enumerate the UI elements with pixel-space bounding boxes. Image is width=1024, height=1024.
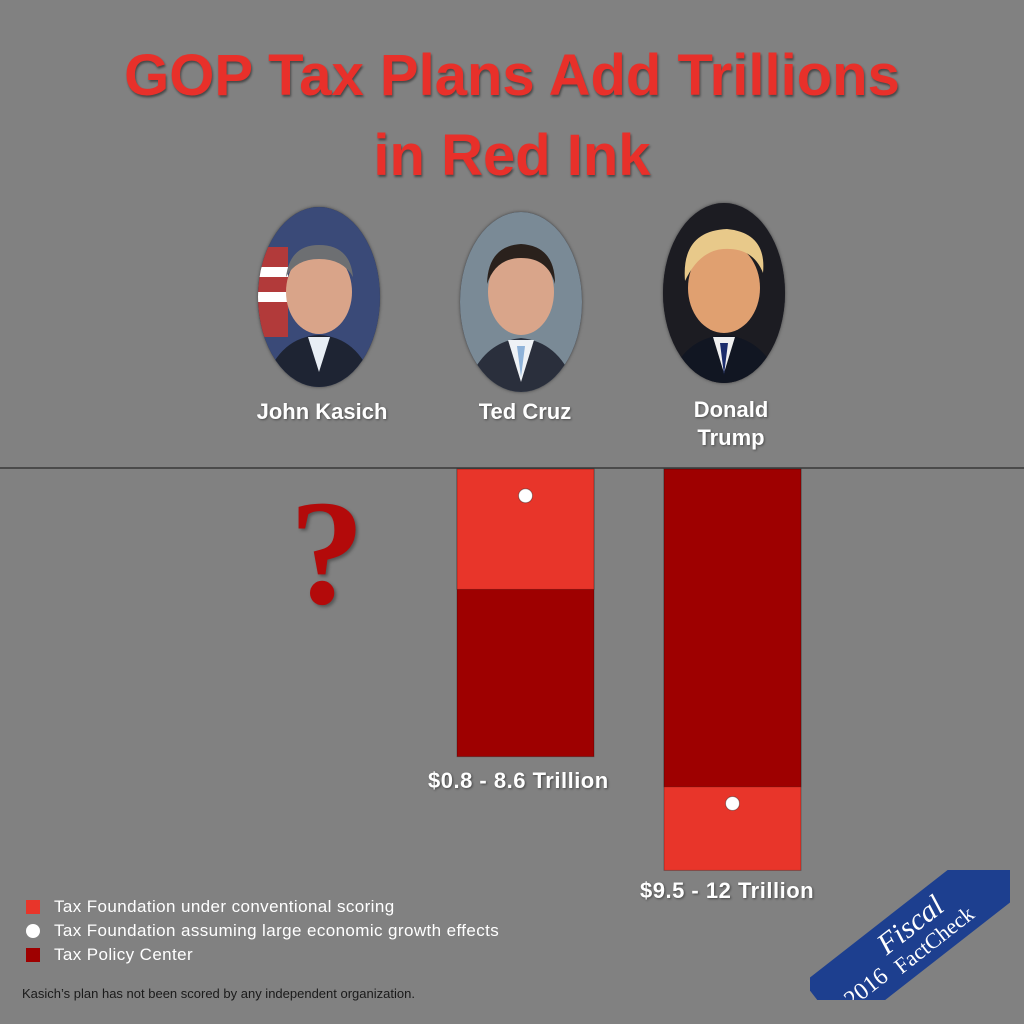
portrait-trump-icon <box>663 203 785 383</box>
unscored-question-mark: ? <box>289 470 365 636</box>
legend-item-tpc: Tax Policy Center <box>24 943 499 967</box>
marker-growth-ted-cruz <box>518 488 533 504</box>
candidate-name-kasich: John Kasich <box>256 399 388 424</box>
portrait-kasich-icon <box>258 207 380 387</box>
baseline-divider <box>0 467 1024 469</box>
portrait-cruz-icon <box>460 212 582 392</box>
legend-item-conventional: Tax Foundation under conventional scorin… <box>24 895 499 919</box>
range-label-trump: $9.5 - 12 Trillion <box>640 878 815 903</box>
legend-label: Tax Policy Center <box>54 945 194 964</box>
chart-title-line-1: GOP Tax Plans Add Trillions <box>124 43 900 108</box>
legend-swatch-circle-icon <box>26 924 40 938</box>
bar-tpc-donald-trump <box>663 468 802 788</box>
candidate-name-trump: Donald Trump <box>631 396 831 452</box>
bar-conventional-ted-cruz <box>456 468 595 590</box>
legend-swatch-square-icon <box>26 948 40 962</box>
candidate-name-trump-line2: Trump <box>697 425 765 450</box>
candidate-name-cruz: Ted Cruz <box>478 399 572 424</box>
legend-label: Tax Foundation under conventional scorin… <box>54 897 395 916</box>
footnote: Kasich’s plan has not been scored by any… <box>22 986 415 1001</box>
marker-growth-donald-trump <box>725 796 740 811</box>
fiscal-factcheck-logo-icon: 2016 Fiscal FactCheck <box>810 870 1010 1000</box>
range-label-cruz: $0.8 - 8.6 Trillion <box>428 768 609 793</box>
candidate-name-trump-line1: Donald <box>693 397 769 422</box>
legend-item-growth: Tax Foundation assuming large economic g… <box>24 919 499 943</box>
legend-swatch-square-icon <box>26 900 40 914</box>
chart-title-line-2: in Red Ink <box>373 123 651 188</box>
legend-label: Tax Foundation assuming large economic g… <box>54 921 500 940</box>
legend: Tax Foundation under conventional scorin… <box>24 895 499 967</box>
